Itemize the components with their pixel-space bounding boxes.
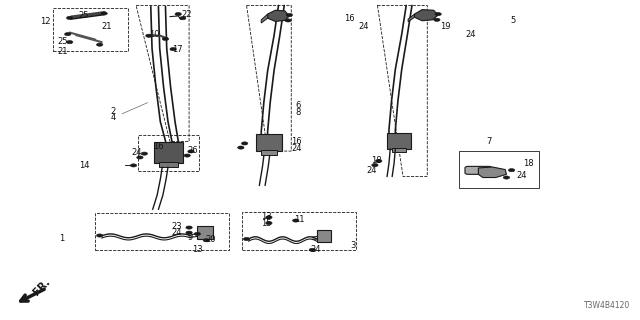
Circle shape xyxy=(372,164,378,167)
Circle shape xyxy=(292,219,299,222)
Circle shape xyxy=(131,164,137,167)
Bar xyxy=(138,134,198,171)
Polygon shape xyxy=(261,14,268,23)
Text: 24: 24 xyxy=(291,144,302,153)
Text: 11: 11 xyxy=(294,215,305,224)
FancyBboxPatch shape xyxy=(465,166,492,174)
Bar xyxy=(387,133,412,149)
Text: 24: 24 xyxy=(132,148,142,157)
Bar xyxy=(460,151,539,188)
Circle shape xyxy=(97,234,103,237)
Bar xyxy=(95,213,229,250)
Text: 26: 26 xyxy=(187,146,198,155)
Circle shape xyxy=(65,33,71,36)
Bar xyxy=(392,148,406,152)
Circle shape xyxy=(188,150,194,153)
Text: 13: 13 xyxy=(261,212,272,221)
Circle shape xyxy=(203,239,209,242)
Circle shape xyxy=(141,152,148,155)
Text: 2: 2 xyxy=(111,107,116,116)
Bar xyxy=(159,162,178,167)
Text: 18: 18 xyxy=(371,156,381,165)
Text: 25: 25 xyxy=(57,37,67,46)
Text: 6: 6 xyxy=(296,101,301,110)
Circle shape xyxy=(266,221,272,225)
Circle shape xyxy=(163,37,169,41)
Text: 24: 24 xyxy=(466,30,476,39)
Circle shape xyxy=(266,216,272,219)
Polygon shape xyxy=(268,10,289,21)
Bar xyxy=(154,142,182,163)
Text: 21: 21 xyxy=(102,22,112,31)
Text: 3: 3 xyxy=(351,241,356,250)
Circle shape xyxy=(194,232,200,236)
Circle shape xyxy=(503,176,509,179)
Text: 24: 24 xyxy=(366,166,376,175)
Circle shape xyxy=(508,169,515,172)
Circle shape xyxy=(67,16,73,20)
Polygon shape xyxy=(415,10,438,21)
Text: 16: 16 xyxy=(291,137,302,146)
Circle shape xyxy=(435,12,442,16)
Bar xyxy=(317,230,331,242)
Text: 9: 9 xyxy=(187,233,193,242)
Circle shape xyxy=(146,34,152,37)
Text: 24: 24 xyxy=(310,245,321,254)
Text: 20: 20 xyxy=(205,235,216,244)
Text: 19: 19 xyxy=(440,22,451,31)
Text: 5: 5 xyxy=(510,16,516,25)
Text: 22: 22 xyxy=(181,10,192,19)
Text: 25: 25 xyxy=(79,12,89,20)
Circle shape xyxy=(286,13,292,17)
Text: 8: 8 xyxy=(296,108,301,117)
Text: 24: 24 xyxy=(516,171,527,180)
Circle shape xyxy=(179,17,186,20)
Circle shape xyxy=(186,231,192,234)
Text: 10: 10 xyxy=(149,30,159,39)
Circle shape xyxy=(434,18,440,21)
Circle shape xyxy=(243,237,250,241)
Text: 12: 12 xyxy=(40,17,51,26)
Text: 18: 18 xyxy=(523,159,534,168)
Circle shape xyxy=(170,48,176,51)
Text: 14: 14 xyxy=(79,161,89,170)
Text: 13: 13 xyxy=(192,245,203,254)
Bar xyxy=(261,150,277,155)
Text: 15: 15 xyxy=(261,219,272,228)
Polygon shape xyxy=(478,167,506,178)
Circle shape xyxy=(376,159,382,163)
Text: 1: 1 xyxy=(60,234,65,243)
Circle shape xyxy=(101,12,108,15)
Circle shape xyxy=(175,12,181,16)
Circle shape xyxy=(137,156,143,159)
Circle shape xyxy=(285,19,291,22)
Text: 7: 7 xyxy=(486,137,492,146)
Bar xyxy=(53,8,129,51)
Text: 23: 23 xyxy=(172,222,182,231)
Circle shape xyxy=(97,43,103,46)
Text: FR.: FR. xyxy=(31,277,52,298)
Circle shape xyxy=(186,226,192,229)
Text: 21: 21 xyxy=(57,46,67,56)
Circle shape xyxy=(184,154,190,157)
Bar xyxy=(197,226,213,239)
Text: 4: 4 xyxy=(111,114,116,123)
Text: 16: 16 xyxy=(344,14,355,23)
Text: 17: 17 xyxy=(172,44,182,54)
Text: 16: 16 xyxy=(153,142,163,151)
Text: 24: 24 xyxy=(172,228,182,237)
Circle shape xyxy=(309,248,316,252)
Circle shape xyxy=(237,146,244,149)
Text: T3W4B4120: T3W4B4120 xyxy=(584,301,630,310)
Bar xyxy=(256,133,282,151)
Circle shape xyxy=(67,41,73,44)
Polygon shape xyxy=(408,14,415,22)
Bar xyxy=(242,212,356,250)
Text: 24: 24 xyxy=(358,22,369,31)
Circle shape xyxy=(241,142,248,145)
